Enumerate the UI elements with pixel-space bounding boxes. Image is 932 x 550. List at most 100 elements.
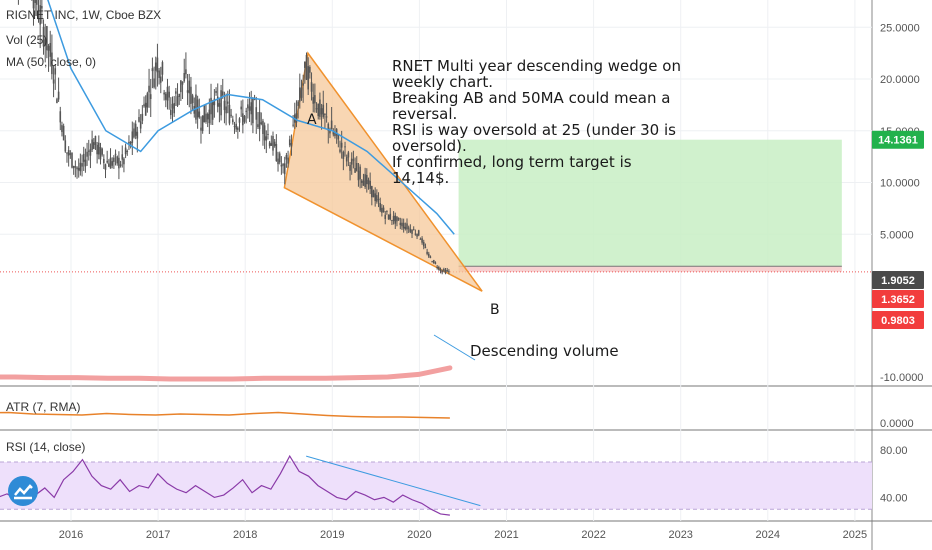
candle-body — [121, 154, 124, 160]
tradingview-logo-icon[interactable] — [8, 476, 38, 506]
candle-body — [156, 57, 159, 73]
candle-body — [62, 125, 65, 141]
candle-body — [71, 153, 73, 168]
candle-body — [360, 180, 363, 183]
candle-body — [238, 118, 241, 123]
idea-annotation: RNET Multi year descending wedge on week… — [392, 58, 692, 186]
candle-body — [188, 80, 191, 94]
candle-body — [240, 106, 242, 110]
price-badge — [872, 290, 924, 308]
candle-body — [441, 270, 443, 273]
candle-body — [201, 115, 204, 132]
candle-body — [247, 104, 249, 109]
candle-body — [91, 139, 93, 150]
candle-body — [180, 80, 182, 93]
candle-body — [108, 163, 110, 167]
candle-body — [223, 100, 226, 111]
annotation-line: weekly chart. — [392, 73, 493, 91]
candle-body — [347, 152, 350, 158]
candle-body — [300, 87, 303, 98]
candle-body — [208, 109, 211, 124]
candle-body — [340, 142, 343, 148]
ma-legend[interactable]: MA (50, close, 0) — [6, 55, 97, 69]
vol-legend[interactable]: Vol (25) — [6, 33, 48, 47]
candle-body — [69, 153, 72, 155]
rsi-legend[interactable]: RSI (14, close) — [6, 440, 86, 454]
candle-body — [371, 186, 373, 198]
candle-body — [123, 158, 125, 165]
candle-body — [245, 110, 248, 112]
candle-body — [355, 163, 358, 171]
candle-body — [376, 195, 378, 202]
atr-tick-label: 0.0000 — [880, 418, 914, 430]
candle-body — [57, 91, 60, 100]
candle-body — [275, 143, 278, 162]
candle-body — [131, 131, 134, 143]
candle-body — [173, 102, 175, 114]
atr-legend[interactable]: ATR (7, RMA) — [6, 400, 81, 414]
candle-body — [181, 81, 184, 85]
candle-body — [295, 113, 298, 123]
annotation-line: RSI is way oversold at 25 (under 30 is — [392, 121, 676, 139]
candle-body — [47, 45, 50, 51]
candle-body — [81, 163, 83, 167]
candle-body — [332, 131, 335, 135]
x-tick-label: 2019 — [320, 529, 344, 541]
candle-body — [211, 101, 214, 120]
annotation-line: oversold). — [392, 137, 467, 155]
candle-body — [287, 157, 289, 164]
candle-body — [267, 133, 269, 135]
candle-body — [67, 150, 70, 156]
candle-body — [32, 0, 35, 9]
candle-body — [288, 139, 291, 146]
candle-body — [292, 124, 294, 126]
candle-body — [37, 18, 40, 20]
candle-body — [438, 267, 440, 270]
candle-body — [273, 141, 276, 146]
candle-body — [305, 54, 308, 80]
candle-body — [278, 153, 281, 163]
candle-body — [72, 166, 75, 169]
candle-body — [362, 180, 365, 186]
candle-body — [382, 207, 385, 213]
candle-body — [386, 210, 388, 212]
candle-body — [92, 142, 95, 149]
candle-body — [344, 146, 346, 148]
candle-body — [118, 157, 120, 169]
candle-body — [54, 68, 57, 75]
point-a-label: A — [307, 112, 317, 128]
volume-note: Descending volume — [470, 342, 619, 360]
candle-body — [59, 111, 62, 123]
candle-body — [77, 167, 80, 171]
candle-body — [101, 148, 103, 155]
candle-body — [104, 164, 107, 170]
candle-body — [337, 134, 340, 140]
candle-body — [317, 103, 320, 117]
candle-body — [350, 158, 353, 165]
candle-body — [290, 143, 293, 147]
candle-body — [233, 126, 236, 128]
candle-body — [36, 0, 38, 5]
candle-body — [372, 190, 375, 198]
candle-body — [391, 219, 393, 221]
candle-body — [41, 5, 43, 9]
candle-body — [329, 130, 331, 134]
candle-body — [144, 102, 147, 116]
volume-trend-arrow — [433, 334, 476, 361]
candle-body — [258, 111, 261, 130]
candle-body — [392, 215, 395, 222]
candle-body — [56, 99, 58, 103]
candle-body — [431, 261, 433, 263]
candle-body — [422, 241, 425, 247]
candle-body — [374, 193, 376, 202]
candle-body — [228, 104, 231, 124]
candle-body — [190, 86, 192, 105]
candle-body — [96, 144, 98, 155]
candle-body — [352, 159, 355, 161]
candle-body — [210, 97, 212, 115]
candle-body — [226, 101, 229, 104]
candle-body — [434, 262, 437, 264]
candle-body — [404, 226, 407, 230]
candle-body — [168, 91, 170, 98]
